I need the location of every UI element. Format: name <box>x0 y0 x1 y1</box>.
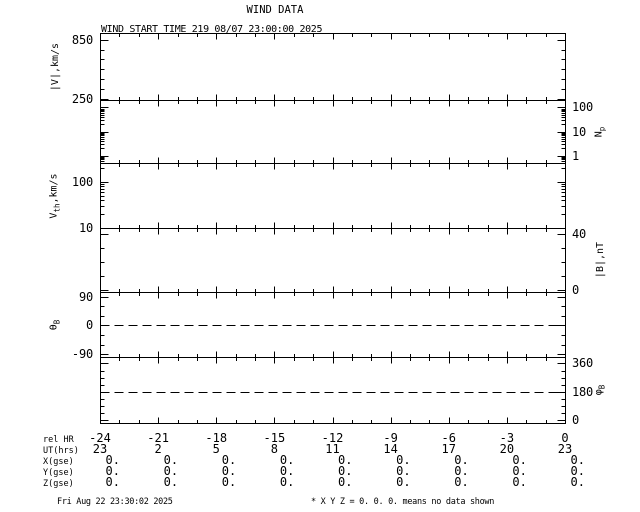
axis-title-part: φ <box>593 389 605 396</box>
table-row-label: X(gse) <box>43 457 74 467</box>
axis-title-part: |V|,km/s <box>50 42 61 91</box>
table-cell: -18 <box>205 431 228 445</box>
footer-no-data-note: * X Y Z = 0. 0. 0. means no data shown <box>311 497 495 507</box>
table-cell: 0. <box>279 464 295 478</box>
table-cell: 0. <box>221 453 237 467</box>
table-cell: 0. <box>512 475 527 489</box>
table-cell: 0. <box>279 475 295 489</box>
y-tick-label-thermal-speed: 10 <box>78 221 93 235</box>
y-tick-label-b-theta: -90 <box>71 347 93 361</box>
plot-subtitle: WIND START TIME 219 08/07 23:00:00 2025 <box>101 24 323 35</box>
table-cell: -21 <box>147 431 169 445</box>
y-tick-label-proton-density: 10 <box>572 125 587 139</box>
y-tick-label-b-theta: 0 <box>85 318 93 332</box>
table-cell: 8 <box>270 442 278 456</box>
table-row-label: UT(hrs) <box>43 446 79 456</box>
table-cell: -6 <box>441 431 456 445</box>
table-cell: 0. <box>570 475 585 489</box>
table-cell: 17 <box>441 442 456 456</box>
table-cell: 0. <box>163 453 179 467</box>
table-cell: 0. <box>221 475 237 489</box>
table-cell: 0. <box>279 453 295 467</box>
y-tick-label-bulk-speed: 850 <box>71 33 93 47</box>
y-tick-label-b-magnitude: 40 <box>572 227 587 241</box>
table-cell: 0. <box>105 464 120 478</box>
axis-title-part: V <box>48 212 60 219</box>
axis-title-part: |B|,nT <box>595 241 606 279</box>
table-row-label: Z(gse) <box>43 479 74 489</box>
y-tick-label-bulk-speed: 250 <box>71 92 93 106</box>
table-cell: 2 <box>154 442 162 456</box>
y-tick-label-b-theta: 90 <box>78 290 93 304</box>
table-cell: -3 <box>499 431 515 445</box>
y-tick-label-b-phi: 0 <box>572 413 580 427</box>
axis-title-bulk-speed: |V|,km/s <box>50 42 61 91</box>
table-cell: 0. <box>454 453 469 467</box>
axis-title-proton-density: Np <box>593 126 608 137</box>
axis-title-thermal-speed: Vth,km/s <box>48 172 63 219</box>
table-cell: -9 <box>383 431 398 445</box>
table-cell: -15 <box>263 431 286 445</box>
table-cell: 0. <box>338 453 353 467</box>
y-tick-label-b-phi: 180 <box>572 385 594 399</box>
table-cell: -12 <box>321 431 344 445</box>
table-cell: 0. <box>570 453 585 467</box>
table-cell: 20 <box>499 442 515 456</box>
y-tick-label-thermal-speed: 100 <box>71 175 93 189</box>
table-cell: 0. <box>105 453 120 467</box>
table-row-label: rel HR <box>43 435 74 445</box>
table-cell: 0. <box>338 475 353 489</box>
page-title: WIND DATA <box>246 4 304 16</box>
table-cell: 23 <box>557 442 573 456</box>
table-cell: 0. <box>512 453 527 467</box>
axis-title-part: N <box>593 130 605 137</box>
table-cell: 0. <box>396 475 411 489</box>
table-cell: 5 <box>212 442 220 456</box>
table-row-label: Y(gse) <box>43 468 74 478</box>
axis-title-b-phi: φB <box>593 384 608 396</box>
table-cell: 0. <box>396 453 411 467</box>
table-cell: 0. <box>570 464 585 478</box>
axis-title-part: θ <box>48 323 60 330</box>
table-cell: 0. <box>105 475 120 489</box>
table-cell: 0. <box>512 464 527 478</box>
axis-title-part: p <box>597 126 607 131</box>
footer-timestamp: Fri Aug 22 23:30:02 2025 <box>57 497 173 507</box>
table-cell: 0. <box>338 464 353 478</box>
table-cell: 0. <box>454 475 469 489</box>
axis-title-part: ,km/s <box>48 172 60 204</box>
table-cell: 0. <box>454 464 469 478</box>
table-cell: 11 <box>325 442 340 456</box>
table-cell: -24 <box>89 431 111 445</box>
y-tick-label-proton-density: 1 <box>572 149 580 163</box>
axis-title-part: th <box>52 203 62 213</box>
table-cell: 0. <box>396 464 411 478</box>
table-cell: 23 <box>92 442 108 456</box>
y-tick-label-b-phi: 360 <box>572 356 594 370</box>
table-cell: 0 <box>561 431 569 445</box>
axis-title-b-magnitude: |B|,nT <box>595 241 606 279</box>
table-cell: 0. <box>163 475 179 489</box>
table-cell: 0. <box>163 464 179 478</box>
axis-title-part: B <box>597 384 607 390</box>
axis-title-b-theta: θB <box>48 319 63 330</box>
table-cell: 0. <box>221 464 237 478</box>
table-cell: 14 <box>383 442 398 456</box>
y-tick-label-b-magnitude: 0 <box>572 283 580 297</box>
axis-title-part: B <box>52 319 62 324</box>
y-tick-label-proton-density: 100 <box>572 100 594 114</box>
